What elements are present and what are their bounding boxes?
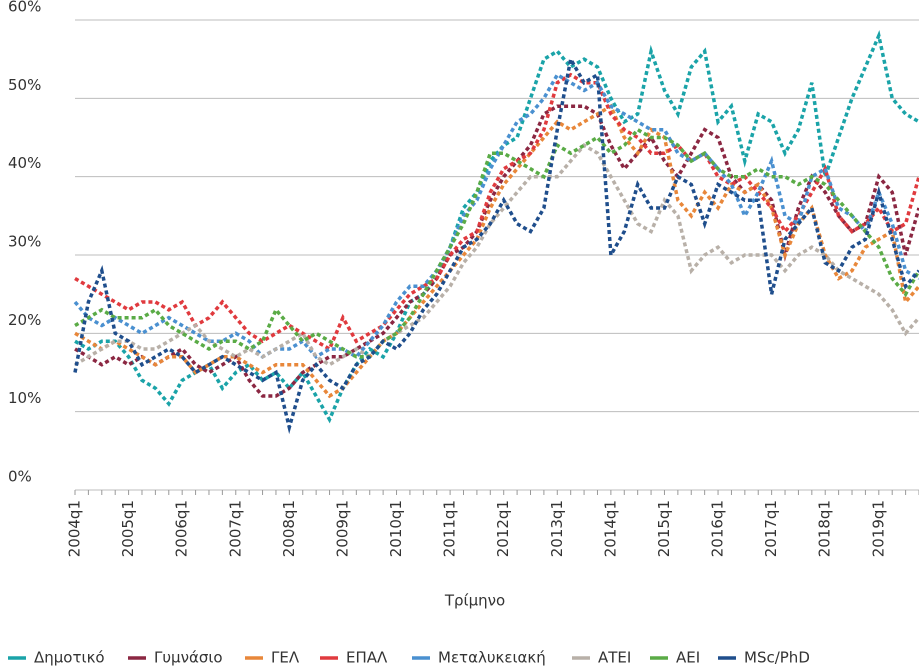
y-tick-label: 40% <box>8 154 41 172</box>
x-tick-label: 2005q1 <box>119 500 137 557</box>
x-tick-label: 2006q1 <box>173 500 191 557</box>
x-tick-label: 2008q1 <box>280 500 298 557</box>
y-tick-label: 20% <box>8 311 41 329</box>
legend-item: ΓΕΛ <box>245 649 300 667</box>
x-tick-label: 2018q1 <box>816 500 834 557</box>
x-tick-label: 2009q1 <box>333 500 351 557</box>
y-tick-label: 50% <box>8 76 41 94</box>
legend-item: ΑΤΕΙ <box>572 649 631 667</box>
legend-label: ΕΠΑΛ <box>346 649 388 667</box>
legend-item: MSc/PhD <box>718 649 810 667</box>
y-tick-label: 0% <box>8 468 32 486</box>
legend-label: ΑΕΙ <box>676 649 700 667</box>
y-tick-label: 30% <box>8 233 41 251</box>
series-line <box>73 54 919 435</box>
legend-label: Μεταλυκειακή <box>438 649 546 667</box>
x-tick-label: 2014q1 <box>601 500 619 557</box>
series-line <box>74 127 919 359</box>
x-tick-label: 2010q1 <box>387 500 405 557</box>
legend-item: Μεταλυκειακή <box>412 649 546 667</box>
y-tick-label: 60% <box>8 0 41 16</box>
x-tick-label: 2012q1 <box>494 500 512 557</box>
series-line <box>74 29 919 424</box>
legend-label: MSc/PhD <box>744 649 810 667</box>
x-tick-label: 2016q1 <box>709 500 727 557</box>
legend-item: ΕΠΑΛ <box>320 649 388 667</box>
x-tick-label: 2004q1 <box>66 500 84 557</box>
y-tick-label: 10% <box>8 389 41 407</box>
x-tick-label: 2017q1 <box>762 500 780 557</box>
x-tick-label: 2015q1 <box>655 500 673 557</box>
legend-item: Γυμνάσιο <box>128 649 223 667</box>
series-line <box>73 72 919 360</box>
x-tick-label: 2007q1 <box>226 500 244 557</box>
series-line <box>74 72 919 352</box>
legend-label: ΑΤΕΙ <box>598 649 631 667</box>
legend-label: Γυμνάσιο <box>154 649 223 667</box>
x-tick-label: 2019q1 <box>869 500 887 557</box>
legend-label: ΓΕΛ <box>271 649 300 667</box>
x-tick-label: 2011q1 <box>441 500 459 557</box>
series-line <box>74 103 919 399</box>
legend-label: Δημοτικό <box>34 649 105 667</box>
legend-item: Δημοτικό <box>8 649 105 667</box>
x-tick-label: 2013q1 <box>548 500 566 557</box>
x-axis-title: Τρίμηνο <box>444 592 505 610</box>
legend-item: ΑΕΙ <box>650 649 700 667</box>
series-line <box>74 104 919 398</box>
